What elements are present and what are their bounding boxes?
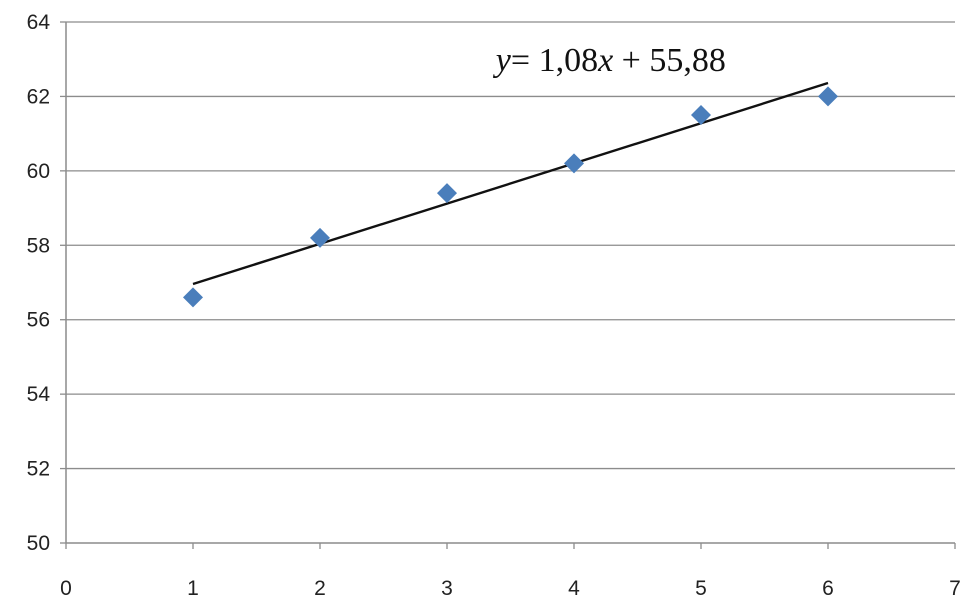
equation-rest: + 55,88 [613, 42, 726, 79]
grid-lines [66, 21, 955, 470]
x-tick-label-1: 1 [187, 577, 199, 600]
x-tick-label-7: 7 [949, 577, 961, 600]
equation-equals: = 1,08 [511, 42, 598, 79]
data-point-5 [691, 105, 711, 126]
x-tick-label-4: 4 [568, 577, 580, 600]
equation-y-var: y [493, 42, 512, 79]
x-tick-label-2: 2 [314, 577, 326, 600]
data-point-4 [564, 153, 584, 174]
trendline-layer [192, 81, 829, 286]
data-point-2 [310, 227, 330, 248]
trendline [192, 81, 829, 286]
y-tick-label-56: 56 [27, 309, 50, 332]
y-tick-label-62: 62 [27, 85, 50, 108]
y-tick-label-54: 54 [27, 383, 51, 406]
data-points [183, 86, 838, 308]
y-tick-label-60: 60 [27, 160, 50, 183]
data-point-3 [437, 183, 457, 204]
x-tick-label-5: 5 [695, 577, 707, 600]
x-tick-label-0: 0 [60, 577, 72, 600]
y-tick-label-52: 52 [27, 458, 50, 481]
data-point-6 [818, 86, 838, 107]
y-tick-label-50: 50 [27, 532, 50, 555]
axes [60, 21, 956, 549]
y-tick-label-64: 64 [27, 11, 51, 34]
y-tick-label-58: 58 [27, 234, 50, 257]
x-tick-label-3: 3 [441, 577, 453, 600]
data-point-1 [183, 287, 203, 308]
equation-x-var: x [597, 42, 613, 79]
trendline-equation: y= 1,08x + 55,88 [493, 42, 726, 79]
x-tick-label-6: 6 [822, 577, 834, 600]
